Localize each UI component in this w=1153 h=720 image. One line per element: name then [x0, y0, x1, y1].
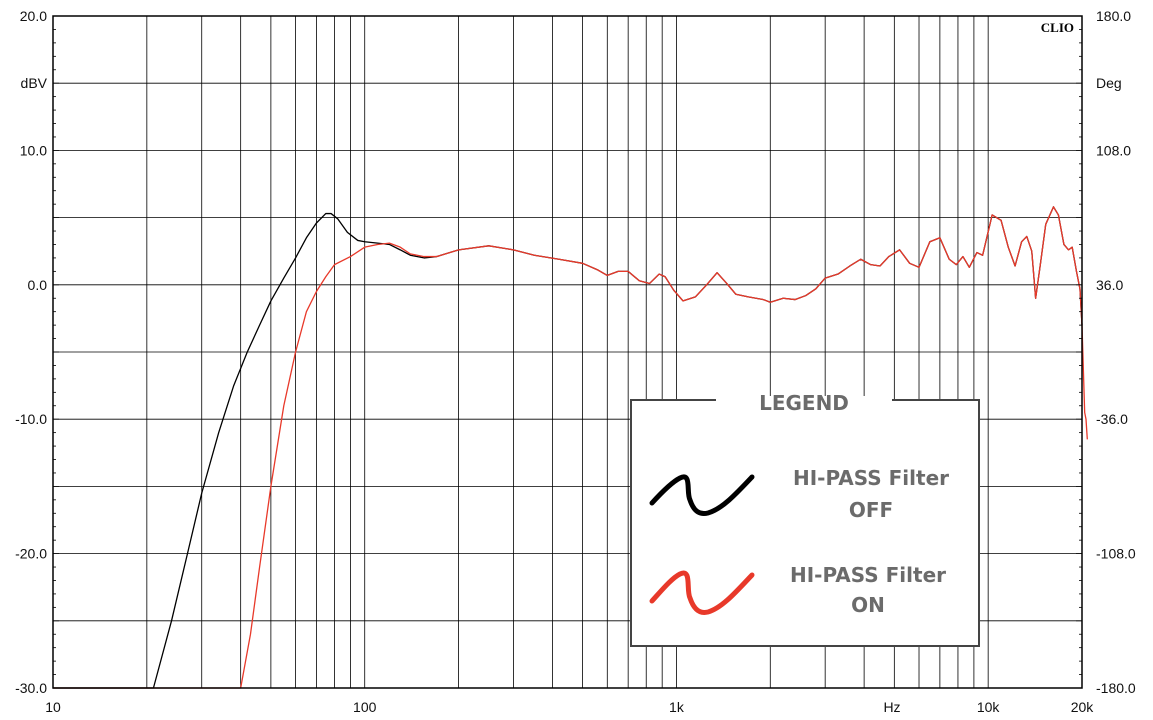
x-tick-label: 100	[353, 699, 377, 715]
right-tick-label: -108.0	[1096, 546, 1136, 562]
legend: LEGEND HI-PASS Filter OFF HI-PASS Filter…	[630, 391, 980, 647]
x-tick-label: 20k	[1071, 699, 1095, 715]
left-axis-ticks: 20.0 10.0 0.0 -10.0 -20.0 -30.0	[15, 8, 59, 696]
x-axis-ticks: 10 100 1k 10k 20k	[45, 699, 1094, 715]
legend-box	[630, 399, 980, 647]
left-tick-label: 10.0	[20, 142, 47, 158]
right-tick-label: 180.0	[1096, 8, 1131, 24]
legend-entry-on-line1: HI-PASS Filter	[790, 563, 946, 587]
x-tick-label: 10k	[977, 699, 1001, 715]
right-tick-label: 36.0	[1096, 277, 1123, 293]
curve-filter-on	[53, 206, 1088, 689]
x-tick-label: 10	[45, 699, 61, 715]
legend-title: LEGEND	[759, 391, 849, 415]
left-tick-label: 20.0	[20, 8, 47, 24]
left-tick-label: -10.0	[15, 411, 47, 427]
legend-swatch-black	[649, 474, 755, 517]
legend-entry-off-line2: OFF	[849, 498, 893, 522]
right-tick-label: -36.0	[1096, 411, 1128, 427]
right-axis-ticks: 180.0 108.0 36.0 -36.0 -108.0 -180.0	[1076, 8, 1136, 696]
right-tick-label: -180.0	[1096, 680, 1136, 696]
clio-brand-label: CLIO	[1041, 20, 1074, 35]
left-tick-label: -20.0	[15, 546, 47, 562]
curves	[53, 206, 1088, 689]
legend-entry-on-line2: ON	[851, 593, 885, 617]
legend-title-gap	[716, 396, 892, 404]
left-axis-unit: dBV	[21, 75, 48, 91]
right-axis-unit: Deg	[1096, 75, 1122, 91]
legend-entry-off-line1: HI-PASS Filter	[793, 466, 949, 490]
x-axis-unit: Hz	[883, 699, 900, 715]
x-tick-label: 1k	[669, 699, 685, 715]
legend-swatch-red	[649, 570, 755, 615]
left-tick-label: 0.0	[28, 277, 48, 293]
right-tick-label: 108.0	[1096, 142, 1131, 158]
left-tick-label: -30.0	[15, 680, 47, 696]
